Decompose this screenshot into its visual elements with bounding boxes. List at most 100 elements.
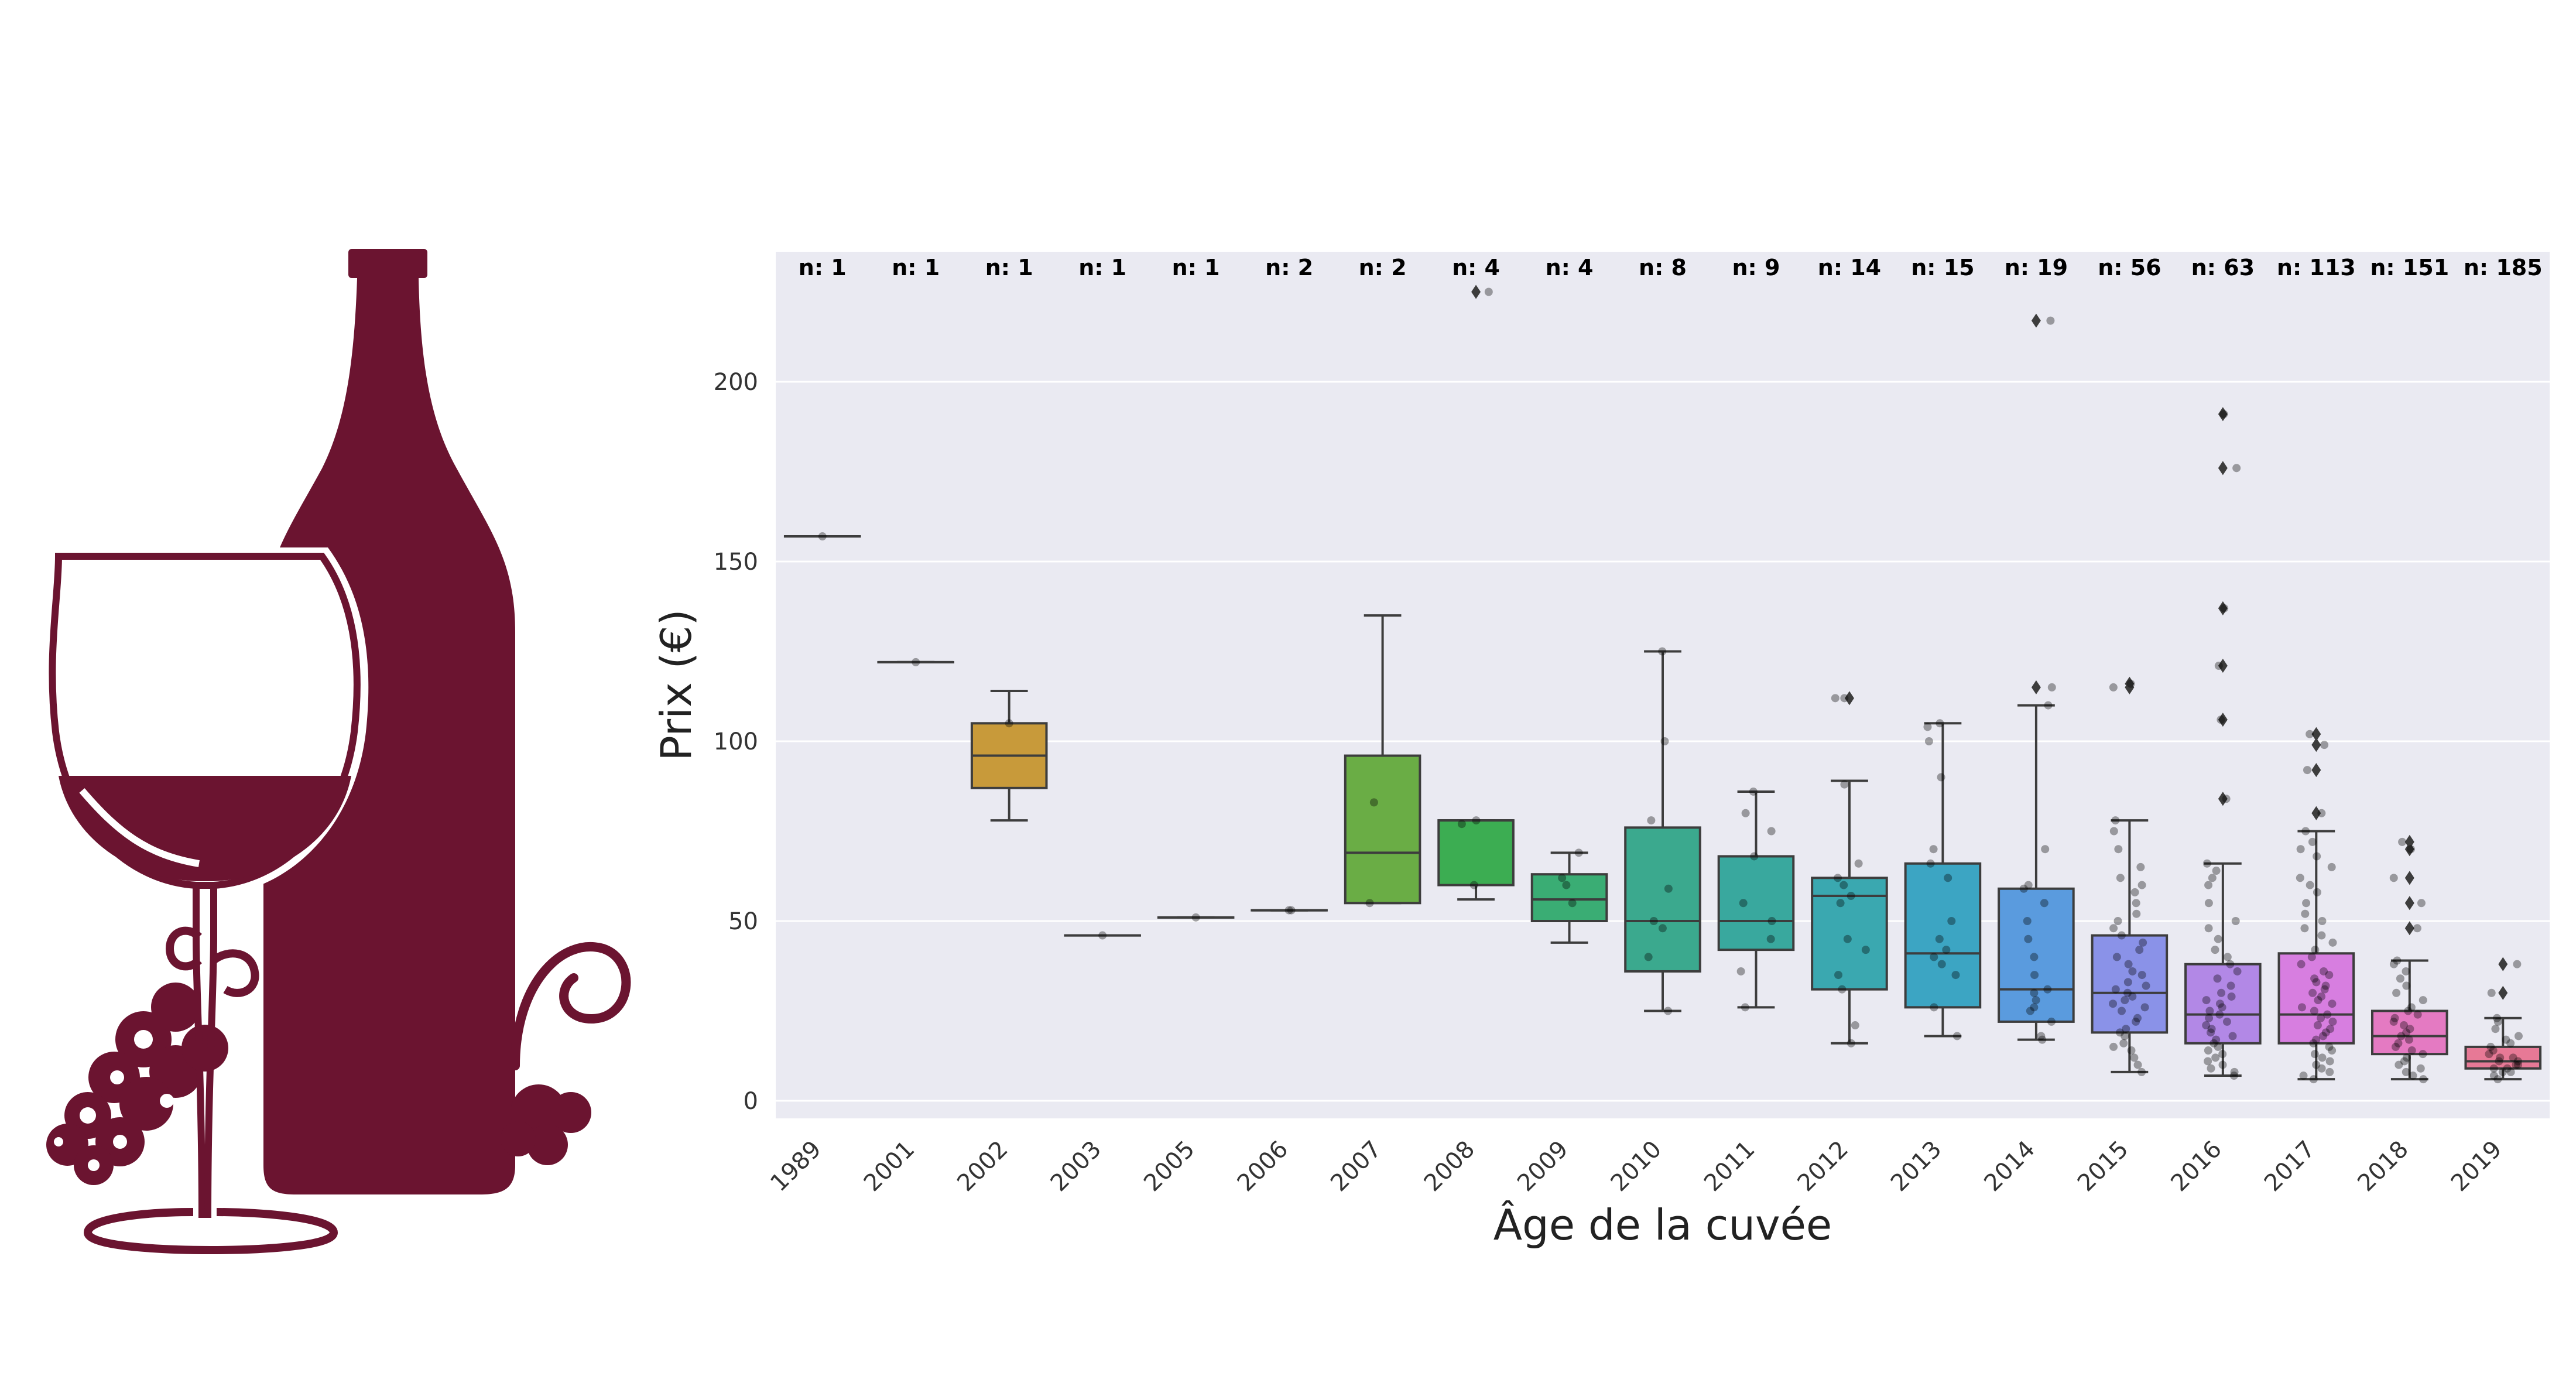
outlier-marker [2311,806,2321,820]
data-point [2226,960,2235,968]
data-point [2306,881,2314,889]
data-point [2047,1017,2056,1026]
data-point [2309,1039,2318,1048]
data-point [2116,874,2125,882]
data-point [2313,852,2321,861]
data-point [2417,899,2426,908]
data-point [912,658,920,666]
data-point [2139,938,2147,947]
data-point [2044,701,2053,710]
data-point [2116,1028,2125,1037]
x-tick-label: 2006 [1232,1136,1294,1197]
data-point [2492,1014,2501,1022]
data-point [1851,1021,1859,1030]
data-point [2313,1021,2322,1030]
data-point [2132,1017,2140,1026]
data-point [1767,917,1776,925]
data-point [2310,1007,2318,1015]
data-point [2325,1057,2334,1066]
data-point [2204,899,2213,908]
data-point [2109,827,2118,836]
x-tick-label: 2011 [1699,1136,1760,1197]
box-body [1624,826,1701,973]
data-point [1847,1039,1855,1048]
y-tick-label: 100 [714,728,758,755]
data-point [1658,647,1667,656]
data-point [2409,1072,2417,1080]
data-point [2024,935,2033,943]
wine-illustration [41,249,631,1255]
data-point [818,532,827,541]
data-point [2506,1039,2515,1048]
box-body [1344,754,1421,905]
x-tick-label: 2015 [2073,1136,2134,1197]
data-point [2046,316,2055,325]
data-point [2407,1046,2416,1055]
data-point [2311,946,2320,954]
box-2018 [2371,834,2448,1081]
data-point [2325,1042,2334,1051]
data-point [2493,1017,2502,1026]
data-point [2406,1025,2414,1033]
data-point [1664,1007,1673,1015]
data-point [2030,1003,2039,1012]
data-point [2208,874,2217,882]
data-point [2317,992,2326,1001]
data-point [2413,1010,2422,1019]
data-point [2122,1025,2130,1033]
data-point [2217,716,2225,724]
data-point [2227,992,2236,1001]
data-point [1457,820,1466,829]
data-point [2310,1050,2319,1059]
data-point [2296,845,2305,854]
outlier-marker [1844,691,1854,706]
data-point [2313,888,2321,896]
box-2013 [1904,722,1982,1038]
data-point [1937,960,1946,968]
data-point [2297,1003,2306,1012]
data-point [1369,798,1378,807]
data-point [1854,859,1863,868]
data-point [2207,1025,2216,1033]
data-point [1840,694,1849,703]
data-point [2309,1075,2318,1084]
data-point [2204,881,2213,889]
data-point [2328,1017,2337,1026]
data-point [2321,1028,2330,1037]
data-point [2117,1007,2126,1015]
data-point [2489,1046,2498,1055]
data-point [2325,1067,2334,1076]
data-point [1766,935,1775,943]
data-point [2215,1000,2224,1008]
data-point [2043,985,2052,994]
data-point [2317,1014,2325,1022]
data-point [2132,899,2140,908]
data-point [1472,816,1481,825]
data-point [2496,1053,2505,1062]
data-point [2389,1017,2398,1026]
data-point [2217,988,2226,997]
box-body [2464,1045,2542,1070]
x-tick-label: 2005 [1139,1136,1200,1197]
x-tick-label: 1989 [765,1136,827,1197]
data-point [2392,988,2401,997]
data-point [2318,917,2327,925]
data-point [2109,1042,2118,1051]
data-point [2395,1060,2403,1069]
outlier-marker [1471,285,1481,299]
data-point [2390,1014,2399,1022]
count-label: n: 4 [1452,255,1500,280]
data-point [2513,960,2522,968]
data-point [1924,737,1933,745]
data-point [2119,1039,2128,1048]
data-point [1947,917,1956,925]
count-label: n: 1 [985,255,1033,280]
data-point [1836,899,1845,908]
data-point [1741,809,1750,817]
data-point [2406,845,2415,854]
outlier-marker [2311,763,2321,778]
data-point [2202,1021,2211,1030]
outlier-marker [2498,985,2508,1000]
data-point [1834,971,1843,980]
data-point [1191,913,1200,922]
